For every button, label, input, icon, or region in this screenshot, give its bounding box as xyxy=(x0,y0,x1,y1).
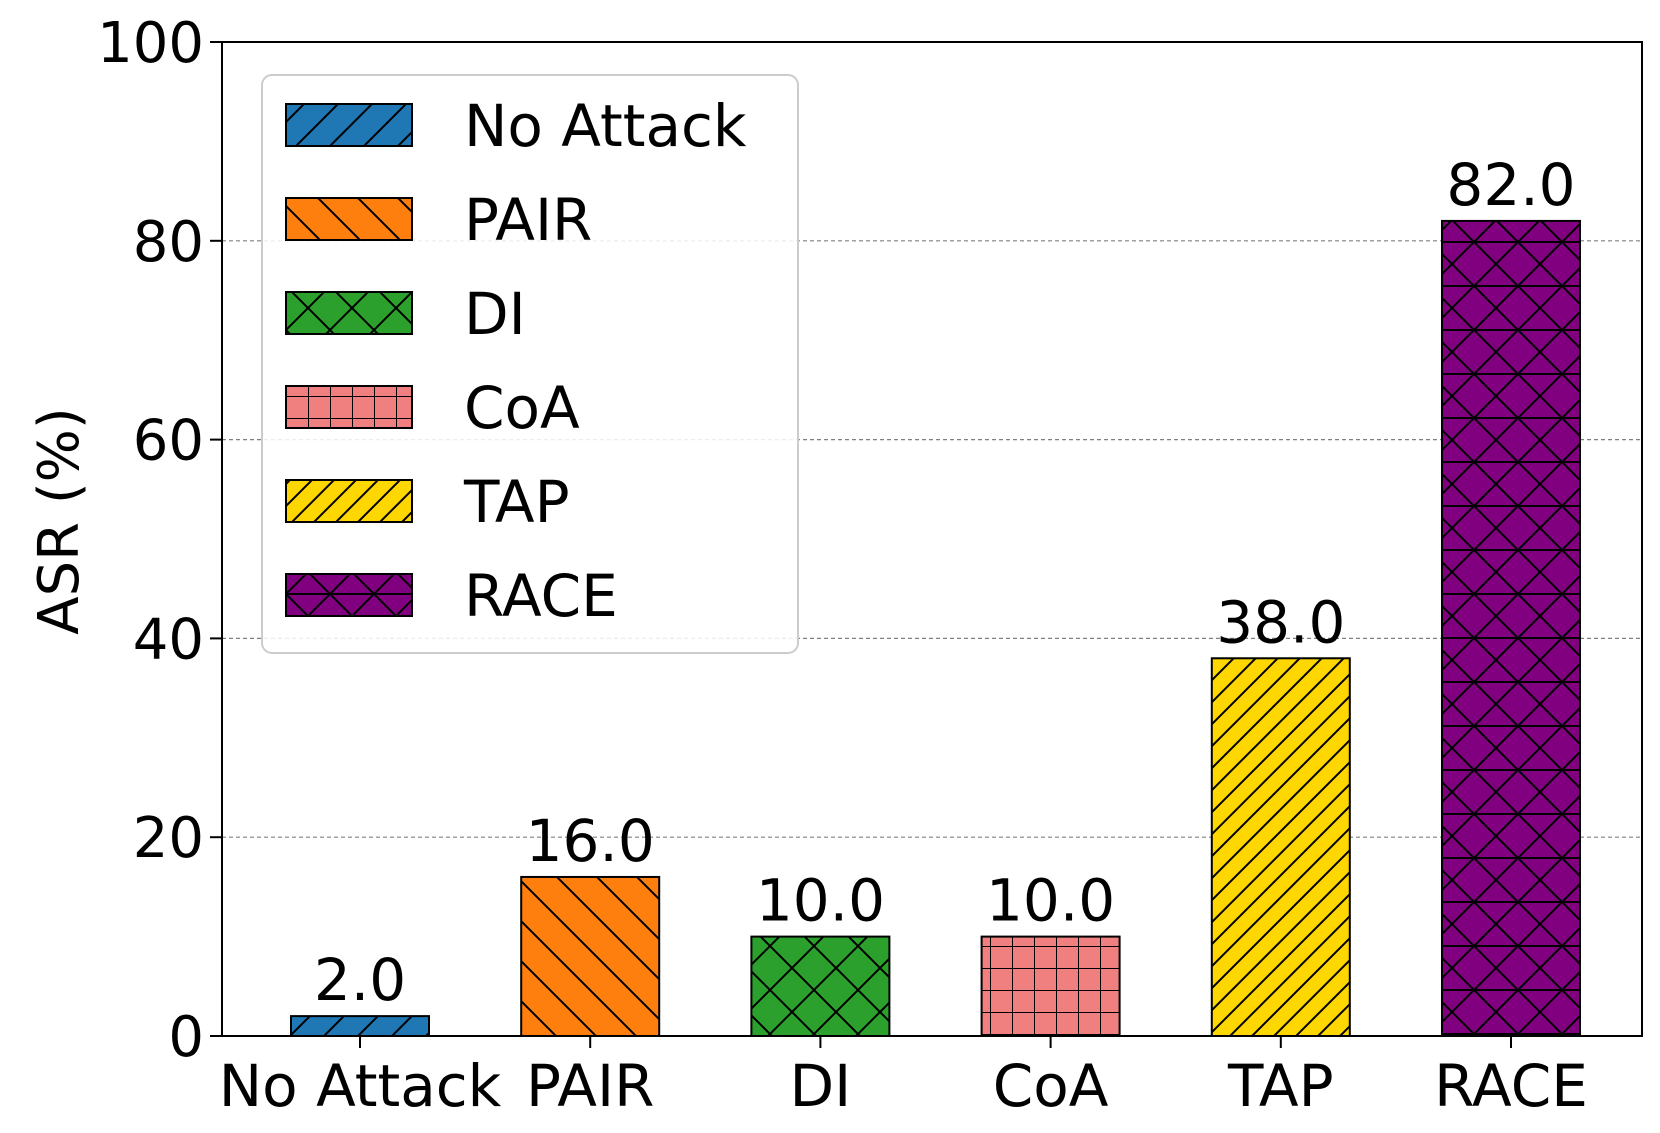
bar-hatch-race xyxy=(1441,219,1581,1038)
legend-swatch-hatch-tap xyxy=(285,479,413,523)
legend-swatch-hatch-no-attack xyxy=(285,103,413,147)
legend-label-coa: CoA xyxy=(464,374,580,442)
gridlines xyxy=(222,240,1642,838)
y-tick-label: 0 xyxy=(168,1005,204,1070)
bar-hatch-pair xyxy=(520,875,661,1038)
legend-label-tap: TAP xyxy=(463,468,570,536)
y-tick-label: 80 xyxy=(133,210,204,275)
value-label-coa: 10.0 xyxy=(986,867,1115,935)
legend-swatch-hatch-race xyxy=(285,573,413,617)
legend-swatch-hatch-coa xyxy=(285,385,413,429)
legend-label-pair: PAIR xyxy=(464,186,592,254)
value-label-pair: 16.0 xyxy=(526,807,655,875)
bars xyxy=(290,219,1581,1038)
y-tick-label: 60 xyxy=(133,409,204,474)
value-label-race: 82.0 xyxy=(1446,151,1575,219)
legend-swatch-hatch-pair xyxy=(285,197,413,241)
x-tick-label-no-attack: No Attack xyxy=(219,1052,502,1120)
x-tick-label-coa: CoA xyxy=(993,1052,1109,1120)
plot-frame xyxy=(221,41,1643,1037)
bar-hatch-no-attack xyxy=(290,1015,430,1037)
legend-swatch-hatch-di xyxy=(285,291,413,335)
legend-label-di: DI xyxy=(464,280,526,348)
value-label-no-attack: 2.0 xyxy=(314,946,406,1014)
y-axis-title: ASR (%) xyxy=(27,407,92,634)
y-tick-label: 40 xyxy=(133,607,204,672)
value-label-tap: 38.0 xyxy=(1216,588,1345,656)
y-tick-label: 100 xyxy=(97,11,204,76)
bar-hatch-di xyxy=(750,935,891,1037)
x-tick-label-race: RACE xyxy=(1434,1052,1588,1120)
x-tick-label-pair: PAIR xyxy=(526,1052,654,1120)
bar-hatch-tap xyxy=(1210,657,1351,1038)
y-tick-label: 20 xyxy=(133,806,204,871)
y-axis-ticks: 0 20 40 60 80 100 xyxy=(97,11,222,1070)
x-axis-ticks: No Attack PAIR DI CoA TAP RACE xyxy=(219,1036,1588,1120)
value-labels: 2.0 16.0 10.0 10.0 38.0 82.0 xyxy=(314,151,1576,1014)
x-tick-label-tap: TAP xyxy=(1227,1052,1334,1120)
legend-label-no-attack: No Attack xyxy=(464,92,747,160)
legend: No Attack PAIR DI CoA TAP RACE xyxy=(261,74,799,654)
legend-label-race: RACE xyxy=(464,562,618,630)
value-label-di: 10.0 xyxy=(756,867,885,935)
x-tick-label-di: DI xyxy=(790,1052,852,1120)
bar-hatch-coa xyxy=(980,935,1121,1037)
